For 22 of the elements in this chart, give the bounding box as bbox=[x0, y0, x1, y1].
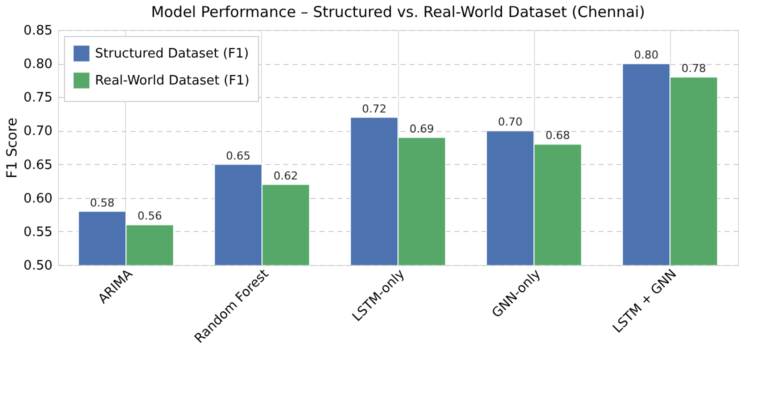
data-label: 0.78 bbox=[682, 62, 706, 75]
y-tick-label: 0.55 bbox=[24, 224, 52, 240]
y-tick-label: 0.85 bbox=[24, 24, 52, 38]
data-label: 0.65 bbox=[226, 149, 250, 162]
y-tick-label: 0.75 bbox=[24, 90, 52, 106]
chart-title: Model Performance – Structured vs. Real-World Dataset (Chennai) bbox=[151, 3, 645, 21]
data-label: 0.68 bbox=[546, 129, 570, 142]
y-axis-title: F1 Score bbox=[4, 118, 21, 178]
data-label: 0.56 bbox=[138, 210, 162, 223]
y-tick-label: 0.80 bbox=[24, 57, 52, 72]
legend-label: Structured Dataset (F1) bbox=[95, 46, 249, 62]
data-label: 0.80 bbox=[634, 48, 658, 62]
legend-label: Real-World Dataset (F1) bbox=[95, 74, 250, 88]
data-label: 0.58 bbox=[90, 196, 114, 210]
y-tick-label: 0.70 bbox=[24, 124, 52, 140]
data-label: 0.72 bbox=[362, 102, 386, 116]
data-label: 0.69 bbox=[410, 122, 434, 136]
data-label: 0.62 bbox=[274, 169, 298, 182]
y-tick-label: 0.50 bbox=[24, 258, 52, 274]
data-label: 0.70 bbox=[498, 116, 522, 129]
y-tick-label: 0.65 bbox=[24, 158, 52, 173]
y-tick-label: 0.60 bbox=[24, 191, 52, 206]
